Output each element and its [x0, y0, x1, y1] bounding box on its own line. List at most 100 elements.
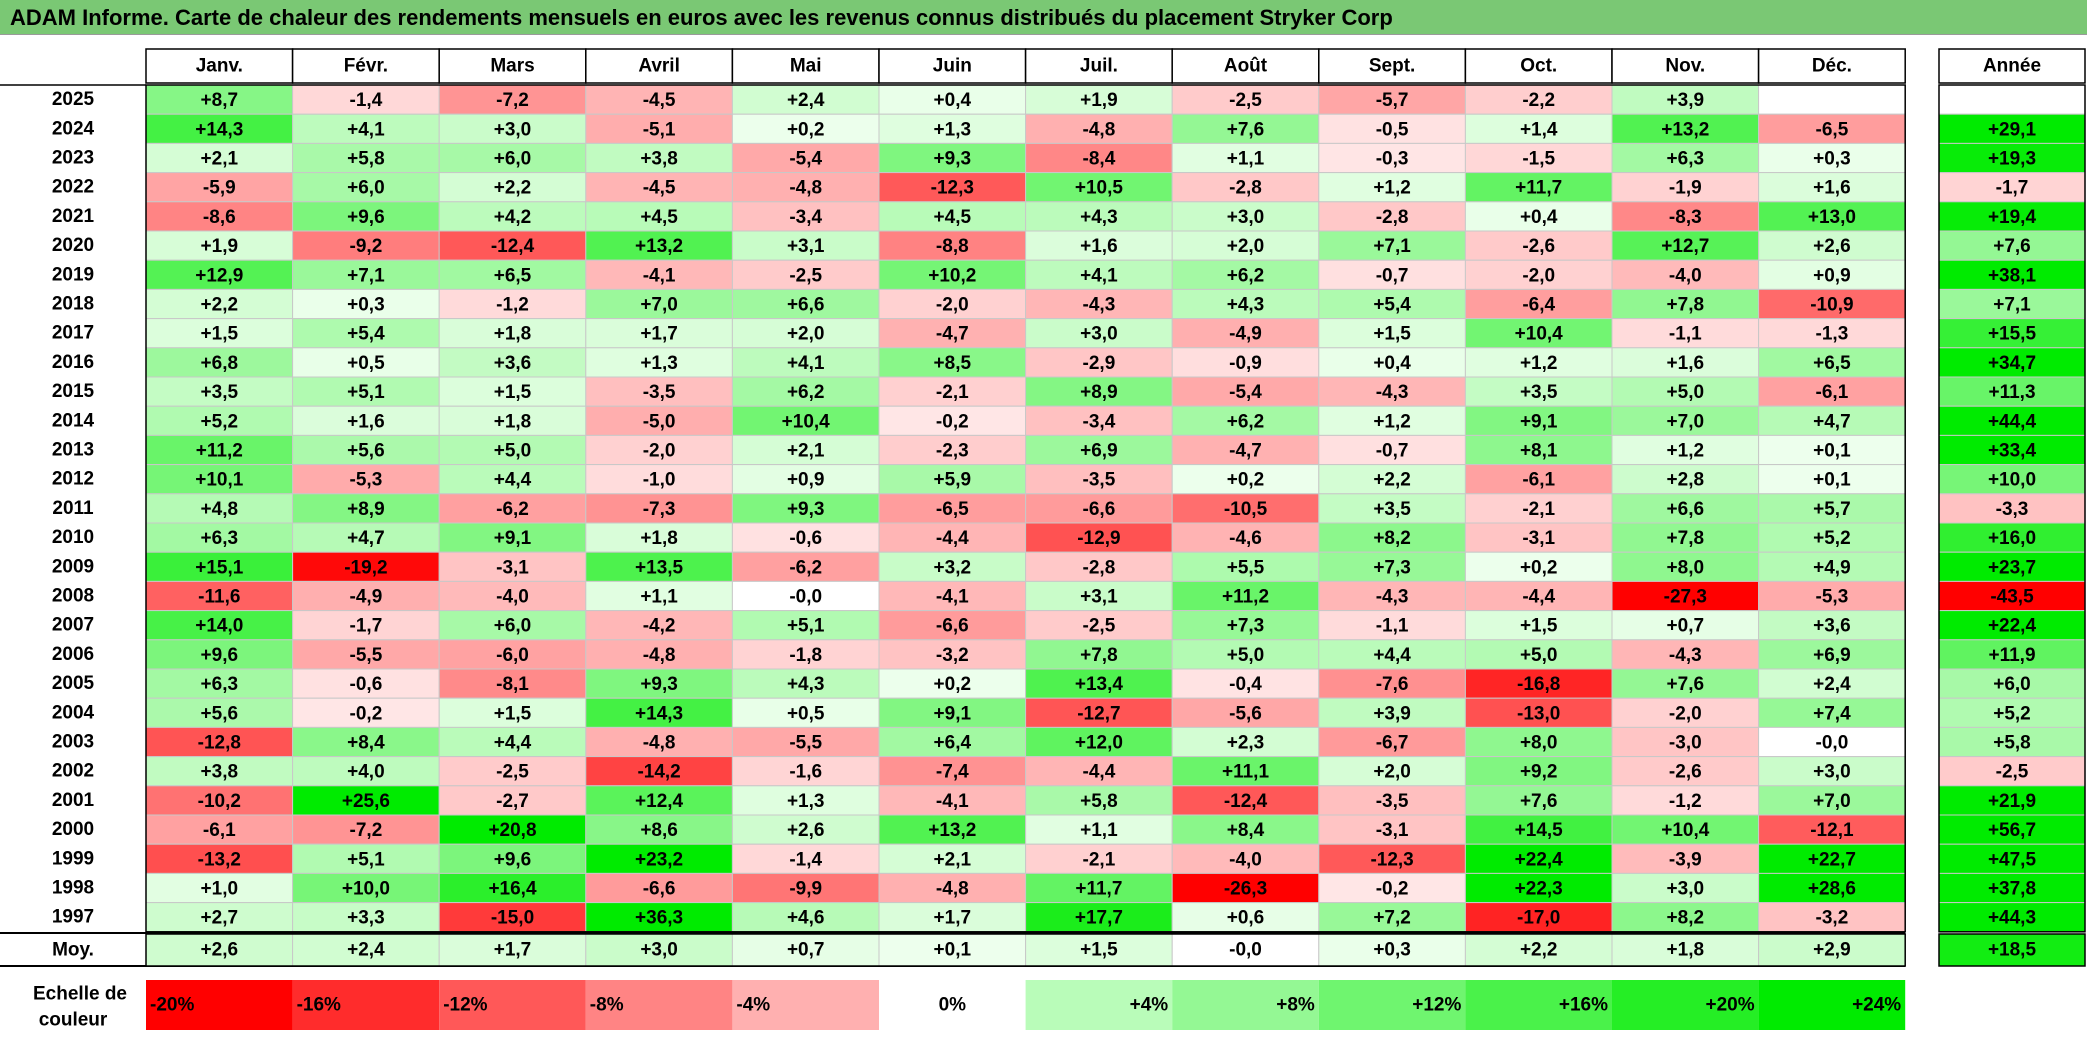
heatmap-cell — [731, 405, 880, 436]
heatmap-cell-value: +1,9 — [1080, 90, 1118, 111]
heatmap-cell-value: +6,3 — [201, 528, 239, 549]
heatmap-cell — [1464, 697, 1613, 728]
heatmap-cell — [731, 434, 880, 466]
heatmap-cell-value: +7,0 — [1667, 411, 1705, 432]
month-header-label: Août — [1224, 56, 1268, 77]
heatmap-cell-value: -0,2 — [936, 411, 969, 432]
heatmap-cell-value: -12,4 — [491, 236, 535, 257]
heatmap-cell — [585, 201, 733, 232]
heatmap-cell — [1171, 318, 1320, 349]
heatmap-cell-value: -2,5 — [789, 265, 822, 286]
heatmap-cell-value: +4,8 — [201, 499, 239, 520]
annual-cell-value: -3,3 — [1996, 499, 2029, 520]
heatmap-cell — [1758, 347, 1906, 378]
heatmap-cell-value: +14,5 — [1515, 820, 1564, 841]
heatmap-cell-value: -12,3 — [1370, 849, 1413, 870]
annual-cell-value: -43,5 — [1990, 587, 2034, 608]
heatmap-cell — [1464, 610, 1613, 641]
heatmap-cell-value: +8,1 — [1520, 441, 1558, 462]
heatmap-cell-value: -4,4 — [936, 528, 969, 549]
heatmap-cell-value: +2,4 — [1813, 674, 1851, 695]
heatmap-cell-value: -4,8 — [1083, 119, 1116, 140]
heatmap-cell-value: +1,1 — [1227, 149, 1265, 170]
heatmap-cell — [1758, 639, 1906, 670]
heatmap-cell — [1758, 814, 1906, 845]
heatmap-cell-value: +2,0 — [1373, 762, 1411, 783]
annual-cell-value: +5,2 — [1993, 703, 2031, 724]
heatmap-cell-value: -4,8 — [643, 645, 676, 666]
heatmap-cell — [1171, 434, 1320, 466]
heatmap-cell-value: +8,6 — [640, 820, 678, 841]
row-year-label: 2014 — [52, 410, 95, 431]
month-header-cell — [438, 48, 587, 84]
heatmap-cell-value: +7,1 — [1373, 236, 1411, 257]
heatmap-cell — [1318, 464, 1466, 495]
row-year-label: 2001 — [52, 790, 95, 811]
heatmap-cell — [731, 668, 880, 699]
heatmap-cell-value: +5,2 — [201, 411, 239, 432]
heatmap-cell — [1025, 259, 1173, 290]
row-year-label: 2024 — [52, 118, 95, 139]
heatmap-cell-value: +1,2 — [1373, 411, 1411, 432]
heatmap-cell-value: +1,7 — [640, 324, 678, 345]
row-year-label: 1997 — [52, 907, 94, 928]
heatmap-cell-value: -4,0 — [496, 587, 529, 608]
color-scale-swatch — [292, 980, 440, 1030]
heatmap-cell — [145, 726, 294, 758]
heatmap-cell-value: -4,3 — [1669, 645, 1702, 666]
heatmap-cell-value: +5,6 — [347, 441, 385, 462]
heatmap-cell — [1025, 697, 1173, 728]
heatmap-cell — [292, 785, 440, 816]
heatmap-cell — [1171, 405, 1320, 436]
heatmap-cell-value: -13,0 — [1517, 703, 1560, 724]
average-cell-value: +1,7 — [494, 940, 532, 961]
heatmap-cell — [1611, 551, 1760, 582]
heatmap-cell-value: +2,0 — [787, 324, 825, 345]
heatmap-cell-value: +2,7 — [201, 908, 239, 929]
annual-cell-value: -2,5 — [1996, 762, 2029, 783]
heatmap-cell — [292, 259, 440, 290]
heatmap-cell-value: +22,4 — [1515, 849, 1564, 870]
heatmap-cell — [1318, 522, 1466, 553]
heatmap-cell-value: -4,3 — [1083, 295, 1116, 316]
heatmap-cell — [1464, 872, 1613, 904]
heatmap-cell-value: +9,6 — [347, 207, 385, 228]
heatmap-cell — [1758, 697, 1906, 728]
heatmap-cell-value: -3,5 — [1376, 791, 1409, 812]
heatmap-cell-value: -7,6 — [1376, 674, 1409, 695]
heatmap-cell-value: +7,2 — [1373, 908, 1411, 929]
heatmap-cell — [145, 843, 294, 874]
heatmap-cell — [292, 697, 440, 728]
heatmap-cell-value: +12,0 — [1075, 733, 1123, 754]
heatmap-cell — [1758, 84, 1906, 115]
heatmap-cell — [292, 843, 440, 874]
heatmap-cell — [1171, 726, 1320, 758]
heatmap-cell — [1464, 726, 1613, 758]
heatmap-cell-value: +0,2 — [934, 674, 972, 695]
annual-cell-value: +33,4 — [1988, 441, 2037, 462]
heatmap-cell-value: -9,2 — [350, 236, 383, 257]
month-header-cell — [878, 48, 1027, 84]
heatmap-cell-value: -2,8 — [1376, 207, 1409, 228]
heatmap-cell — [1611, 872, 1760, 904]
annual-cell-value: +23,7 — [1988, 557, 2036, 578]
heatmap-cell-value: +7,8 — [1667, 528, 1705, 549]
heatmap-cell — [1758, 259, 1906, 290]
month-header-cell — [731, 48, 880, 84]
heatmap-cell-value: +12,4 — [635, 791, 684, 812]
heatmap-cell-value: +11,2 — [196, 441, 243, 462]
heatmap-cell-value: +6,0 — [494, 149, 532, 170]
annual-cell — [1938, 493, 2086, 524]
title-bar: ADAM Informe. Carte de chaleur des rende… — [0, 0, 2087, 35]
heatmap-cell-value: +1,2 — [1667, 441, 1705, 462]
heatmap-cell-value: -0,4 — [1229, 674, 1262, 695]
heatmap-cell-value: +7,3 — [1373, 557, 1411, 578]
color-scale-swatch — [1172, 980, 1319, 1030]
heatmap-cell-value: +5,2 — [1813, 528, 1851, 549]
heatmap-cell — [585, 288, 733, 320]
average-cell-value: +2,9 — [1813, 940, 1851, 961]
heatmap-cell-value: +4,9 — [1813, 557, 1851, 578]
heatmap-cell — [292, 872, 440, 904]
heatmap-cell-value: -2,8 — [1229, 178, 1262, 199]
heatmap-cell-value: +2,2 — [201, 295, 239, 316]
